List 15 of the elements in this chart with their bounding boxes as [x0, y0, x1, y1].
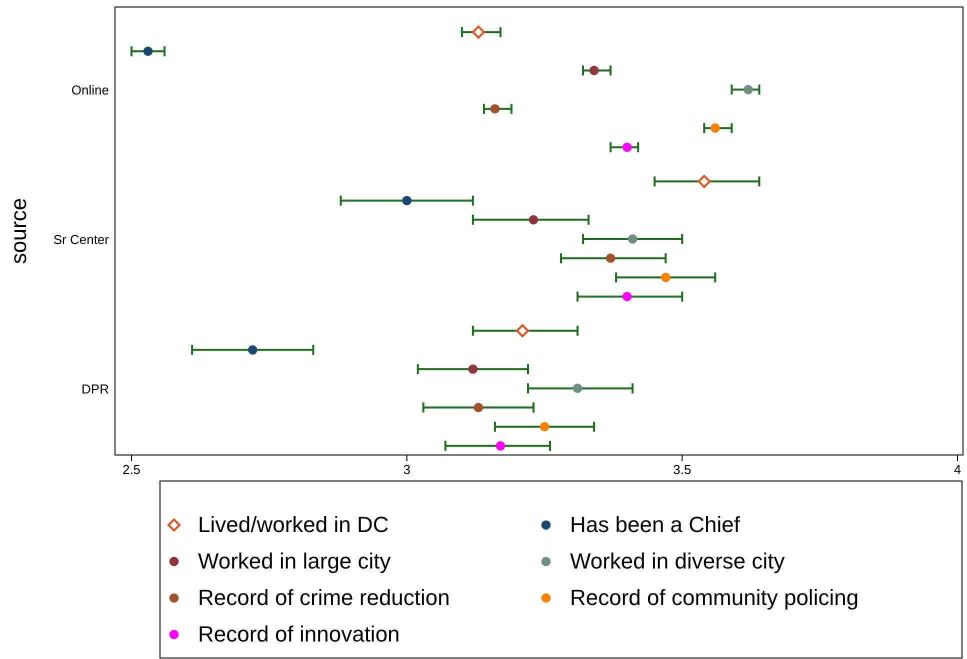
x-tick-label: 3 — [403, 462, 410, 477]
x-tick-label: 2.5 — [122, 462, 141, 477]
y-tick-label: Sr Center — [53, 232, 110, 247]
legend-label: Record of community policing — [570, 585, 859, 610]
y-tick-label: DPR — [82, 381, 109, 396]
y-tick-label: Online — [71, 82, 109, 98]
legend-label: Worked in diverse city — [570, 548, 785, 574]
x-tick-label: 3.5 — [673, 462, 692, 477]
legend-label: Record of crime reduction — [198, 585, 450, 610]
legend-label: Worked in large city — [198, 548, 391, 574]
legend-label: Lived/worked in DC — [198, 512, 389, 537]
x-tick-label: 4 — [954, 462, 962, 477]
y-axis-title: source — [6, 198, 31, 264]
legend-label: Record of innovation — [198, 622, 400, 646]
legend-label: Has been a Chief — [570, 512, 741, 537]
